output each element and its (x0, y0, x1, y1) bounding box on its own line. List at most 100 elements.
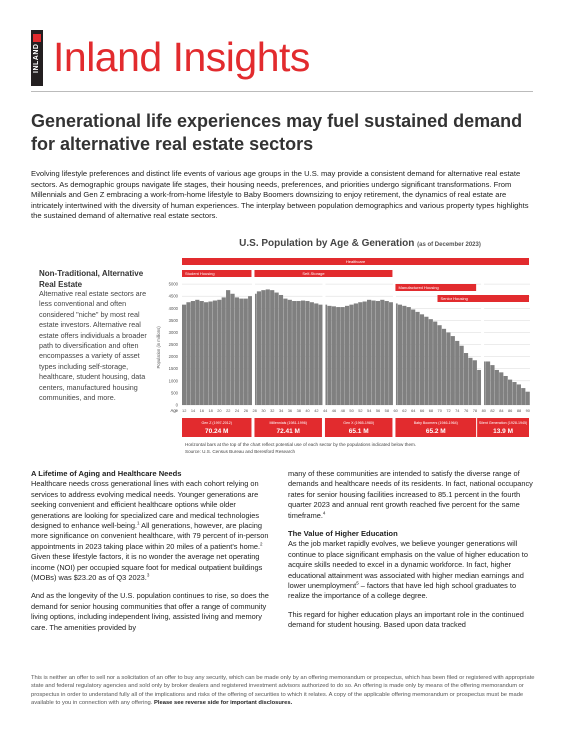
x-tick-label: 68 (429, 408, 433, 413)
y-tick-label: 5000 (169, 282, 179, 287)
generation-name: Millennials (1981-1996) (270, 421, 307, 425)
bar (278, 294, 284, 405)
footnote-ref: 2 (260, 541, 263, 547)
x-tick-label: 82 (490, 408, 494, 413)
sector-label: Self-Storage (302, 271, 325, 276)
bar (261, 290, 266, 405)
text-span: many of these communities are intended t… (288, 469, 533, 520)
footnote-ref: 3 (146, 572, 150, 578)
generation-box (182, 418, 252, 437)
bar (468, 357, 473, 405)
bar (463, 353, 469, 405)
disclaimer-bold: Please see reverse side for important di… (154, 699, 293, 706)
generation-name: Baby Boomers (1946-1964) (414, 421, 458, 425)
bar (336, 307, 341, 405)
x-tick-label: 48 (341, 408, 345, 413)
bar (305, 301, 310, 405)
x-tick-label: 84 (499, 408, 504, 413)
bar (482, 361, 486, 405)
x-tick-label: 24 (235, 408, 240, 413)
text-span: All generations, however, are placing mo… (31, 521, 269, 551)
bar (221, 297, 226, 405)
bar (344, 305, 350, 405)
bar (349, 304, 354, 405)
bar (300, 300, 306, 405)
column-left: A Lifetime of Aging and Healthcare Needs… (31, 469, 275, 641)
paragraph: Healthcare needs cross generational line… (31, 479, 275, 583)
paragraph: And as the longevity of the U.S. populat… (31, 591, 269, 632)
x-tick-label: 34 (279, 408, 284, 413)
bar (253, 293, 257, 405)
bar (433, 321, 438, 405)
x-tick-label: 58 (385, 408, 389, 413)
x-tick-label: 72 (446, 408, 450, 413)
section-heading-education: The Value of Higher Education (288, 529, 398, 539)
bar (292, 301, 297, 405)
bar (270, 290, 275, 405)
bar (375, 301, 381, 405)
bar (362, 301, 367, 405)
bar (190, 301, 195, 405)
bar (248, 296, 253, 405)
bar (367, 299, 372, 405)
sector-label: Healthcare (346, 259, 366, 264)
paragraph: As the job market rapidly evolves, we be… (288, 539, 534, 601)
bar (239, 298, 244, 405)
x-tick-label: 86 (508, 408, 512, 413)
x-tick-label: 44 (323, 408, 328, 413)
y-tick-label: 500 (171, 390, 179, 395)
text-span: Healthcare needs cross generational line… (31, 479, 260, 531)
y-tick-label: 4000 (169, 306, 179, 311)
generation-separator (481, 266, 485, 407)
bar (256, 291, 262, 405)
y-tick-label: 3500 (169, 318, 179, 323)
x-tick-label: 40 (305, 408, 310, 413)
chart-title-main: U.S. Population by Age & Generation (239, 238, 415, 249)
bar (234, 297, 240, 405)
x-tick-label: 66 (420, 408, 424, 413)
bar (525, 391, 530, 405)
bar (226, 290, 231, 405)
generation-box (395, 418, 477, 437)
intro-paragraph: Evolving lifestyle preferences and disti… (31, 169, 529, 221)
bar (331, 306, 336, 405)
generation-name: Gen Z (1997-2012) (201, 421, 232, 425)
bar (358, 302, 363, 405)
y-tick-label: 1000 (169, 378, 179, 383)
sector-bar (437, 295, 529, 302)
x-tick-label: 56 (376, 408, 380, 413)
section-heading-healthcare: A Lifetime of Aging and Healthcare Needs (31, 469, 182, 478)
paragraph: many of these communities are intended t… (288, 469, 534, 521)
bar (397, 304, 403, 405)
x-tick-label: 14 (191, 408, 196, 413)
x-tick-label: 70 (438, 408, 443, 413)
x-tick-label: 20 (217, 408, 222, 413)
x-tick-label: 78 (473, 408, 477, 413)
headline: Generational life experiences may fuel s… (31, 111, 523, 154)
bar (507, 379, 513, 405)
bar (371, 300, 376, 405)
bar (411, 309, 416, 405)
bar (212, 300, 218, 405)
x-tick-label: 38 (297, 408, 301, 413)
bar (424, 316, 429, 405)
y-tick-label: 1500 (169, 366, 179, 371)
text-span: – factors that have led high school grad… (288, 581, 517, 601)
bar (441, 328, 447, 405)
bar (353, 303, 358, 405)
x-tick-label: 36 (288, 408, 292, 413)
chart-source: Source: U.S. Census Bureau and Beresford… (185, 448, 296, 454)
x-tick-label: 22 (226, 408, 230, 413)
generation-separator (322, 266, 326, 407)
generation-box (324, 418, 393, 437)
x-tick-label: 88 (517, 408, 521, 413)
generation-total: 72.41 M (276, 428, 300, 435)
x-tick-label: 28 (253, 408, 257, 413)
generation-name: Gen X (1965-1980) (343, 421, 374, 425)
bar (324, 304, 328, 405)
y-tick-label: 2500 (169, 342, 179, 347)
brand-title: Inland Insights (53, 34, 310, 80)
x-tick-label: 64 (411, 408, 416, 413)
sector-label: Senior Housing (440, 296, 467, 301)
x-tick-label: 30 (261, 408, 266, 413)
